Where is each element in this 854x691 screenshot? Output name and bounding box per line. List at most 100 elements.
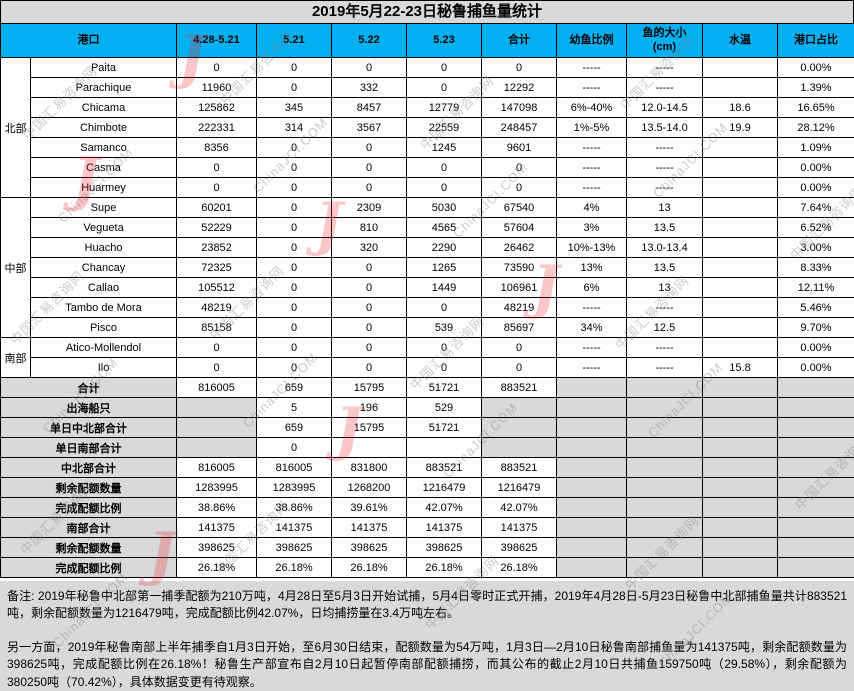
summary-value: 398625	[257, 538, 332, 558]
summary-empty	[627, 438, 703, 458]
summary-value: 51721	[407, 378, 482, 398]
summary-empty	[557, 378, 627, 398]
summary-value: 1283995	[177, 478, 257, 498]
juvenile-ratio: 1%-5%	[557, 118, 627, 138]
val-total: 0	[482, 158, 557, 178]
val-period: 11960	[177, 78, 257, 98]
water-temp: 19.9	[703, 118, 778, 138]
port-name: Supe	[31, 198, 177, 218]
val-521: 0	[257, 358, 332, 378]
summary-empty	[703, 538, 778, 558]
port-share: 1.09%	[778, 138, 854, 158]
port-name: Huacho	[31, 238, 177, 258]
summary-value: 398625	[332, 538, 407, 558]
port-share: 9.70%	[778, 318, 854, 338]
col-header-5: 合计	[482, 24, 557, 58]
val-523: 1449	[407, 278, 482, 298]
port-name: Tambo de Mora	[31, 298, 177, 318]
summary-empty	[703, 458, 778, 478]
val-period: 0	[177, 58, 257, 78]
val-period: 85158	[177, 318, 257, 338]
fish-size: 13.5-14.0	[627, 118, 703, 138]
summary-empty	[778, 478, 854, 498]
col-header-4: 5.23	[407, 24, 482, 58]
val-period: 0	[177, 178, 257, 198]
summary-value: 26.18%	[332, 558, 407, 578]
port-share: 3.00%	[778, 238, 854, 258]
water-temp	[703, 218, 778, 238]
fish-size: 13	[627, 198, 703, 218]
fish-size: -----	[627, 178, 703, 198]
val-523: 2290	[407, 238, 482, 258]
summary-value: 1268200	[332, 478, 407, 498]
summary-empty	[778, 518, 854, 538]
juvenile-ratio: 34%	[557, 318, 627, 338]
summary-empty	[703, 478, 778, 498]
summary-empty	[557, 458, 627, 478]
summary-empty	[627, 398, 703, 418]
port-share: 16.65%	[778, 98, 854, 118]
summary-value	[177, 438, 257, 458]
col-header-9: 港口占比	[778, 24, 854, 58]
val-total: 0	[482, 178, 557, 198]
summary-empty	[627, 378, 703, 398]
summary-empty	[703, 498, 778, 518]
val-period: 105512	[177, 278, 257, 298]
val-total: 85697	[482, 318, 557, 338]
summary-value	[332, 438, 407, 458]
region-label: 北部	[1, 58, 31, 198]
summary-empty	[627, 538, 703, 558]
port-name: Vegueta	[31, 218, 177, 238]
val-522: 320	[332, 238, 407, 258]
juvenile-ratio: -----	[557, 58, 627, 78]
summary-empty	[778, 418, 854, 438]
summary-empty	[703, 518, 778, 538]
summary-empty	[557, 438, 627, 458]
val-523: 0	[407, 178, 482, 198]
summary-value: 141375	[177, 518, 257, 538]
val-522: 0	[332, 258, 407, 278]
val-521: 0	[257, 178, 332, 198]
summary-value: 816005	[177, 378, 257, 398]
port-name: Atico-Mollendol	[31, 338, 177, 358]
summary-label: 单日南部合计	[1, 438, 177, 458]
fish-size: 13	[627, 278, 703, 298]
val-523: 4565	[407, 218, 482, 238]
val-total: 57604	[482, 218, 557, 238]
port-share: 1.39%	[778, 78, 854, 98]
port-name: Casma	[31, 158, 177, 178]
summary-empty	[703, 378, 778, 398]
fish-size: 12.0-14.5	[627, 98, 703, 118]
summary-empty	[557, 538, 627, 558]
val-period: 125862	[177, 98, 257, 118]
juvenile-ratio: -----	[557, 298, 627, 318]
juvenile-ratio: -----	[557, 338, 627, 358]
fish-size: -----	[627, 58, 703, 78]
val-523: 0	[407, 358, 482, 378]
summary-empty	[778, 558, 854, 578]
juvenile-ratio: 3%	[557, 218, 627, 238]
summary-label: 完成配额比例	[1, 498, 177, 518]
summary-value: 51721	[407, 418, 482, 438]
port-share: 5.46%	[778, 298, 854, 318]
val-period: 222331	[177, 118, 257, 138]
summary-value	[482, 438, 557, 458]
val-total: 106961	[482, 278, 557, 298]
summary-empty	[627, 498, 703, 518]
summary-value: 883521	[482, 378, 557, 398]
val-522: 0	[332, 358, 407, 378]
fish-size: 12.5	[627, 318, 703, 338]
val-522: 0	[332, 138, 407, 158]
summary-value: 398625	[407, 538, 482, 558]
summary-value: 831800	[332, 458, 407, 478]
val-523: 12779	[407, 98, 482, 118]
